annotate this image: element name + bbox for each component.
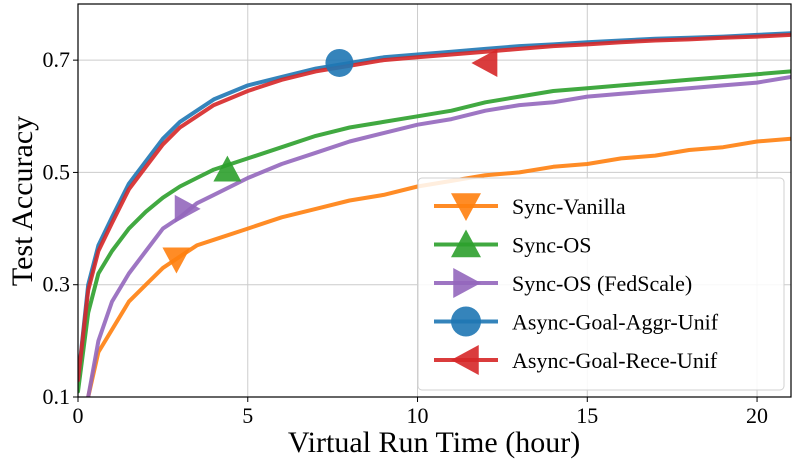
series-marker-1 [213,155,242,182]
series-markers [162,48,498,274]
series-marker-4 [471,48,498,77]
legend-label: Sync-Vanilla [512,194,626,219]
legend-marker [451,345,479,375]
x-tick-label: 10 [407,403,429,428]
x-tick-label: 0 [73,403,84,428]
axis-ticks: 0 5 10 15 20 0.1 0.3 0.5 0.7 [43,47,769,428]
plot-frame [77,3,792,398]
x-tick-label: 20 [746,403,768,428]
legend-marker [451,193,481,221]
legend-marker [451,306,481,337]
y-tick-label: 0.7 [43,47,71,72]
y-tick-label: 0.5 [43,159,71,184]
series-marker-0 [162,247,191,274]
y-tick-label: 0.1 [43,384,71,409]
x-axis-label: Virtual Run Time (hour) [288,426,580,459]
legend-marker [451,229,481,258]
x-tick-label: 15 [576,403,598,428]
legend-label: Sync-OS [512,233,591,258]
series-marker-2 [174,194,201,223]
legend-label: Async-Goal-Rece-Unif [512,348,718,373]
series-line-1 [78,69,791,394]
series-marker-3 [325,48,354,77]
legend-label: Sync-OS (FedScale) [512,271,692,296]
series-line-0 [86,136,791,397]
y-tick-label: 0.3 [43,272,71,297]
legend-marker [453,268,481,298]
x-tick-label: 5 [242,403,253,428]
y-axis-label: Test Accuracy [6,116,39,286]
legend-label: Async-Goal-Aggr-Unif [512,310,719,335]
legend: Sync-Vanilla Sync-OS Sync-OS (FedScale) Asy… [417,177,785,391]
series-line-2 [86,75,791,397]
legend-box [417,177,785,391]
